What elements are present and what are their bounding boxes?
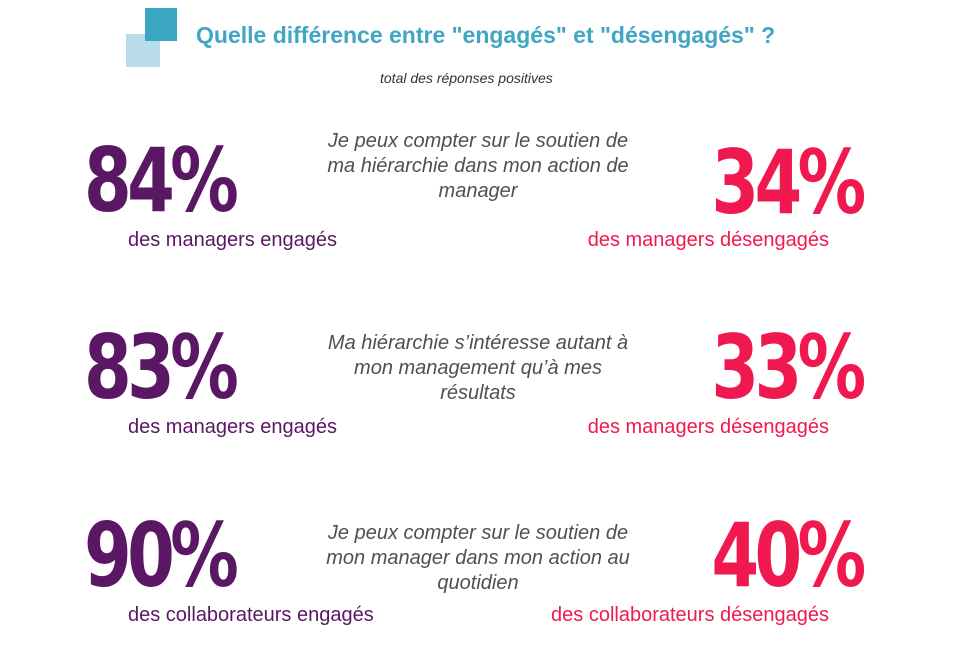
engaged-label: des managers engagés (128, 416, 338, 438)
statement-text: Ma hiérarchie s’intéresse autant à mon m… (327, 332, 629, 404)
disengaged-percentage: 40% (711, 504, 867, 607)
disengaged-percentage: 34% (711, 131, 867, 234)
engaged-label: des collaborateurs engagés (128, 604, 374, 626)
engaged-percentage: 83% (84, 316, 239, 419)
disengaged-label: des managers désengagés (587, 416, 829, 438)
disengaged-label: des collaborateurs désengagés (551, 604, 829, 626)
page-subtitle: total des réponses positives (380, 70, 553, 86)
engaged-percentage: 84% (84, 129, 239, 232)
page-title: Quelle différence entre "engagés" et "dé… (196, 22, 776, 48)
engaged-label: des managers engagés (128, 229, 338, 251)
disengaged-label: des managers désengagés (587, 229, 829, 251)
statement-text: Je peux compter sur le soutien de ma hié… (327, 130, 629, 202)
statement-text: Je peux compter sur le soutien de mon ma… (326, 522, 630, 594)
comparison-row-2: 83% des managers engagés Ma hiérarchie s… (0, 322, 958, 442)
logo-square-dark (145, 8, 177, 41)
disengaged-percentage: 33% (711, 316, 867, 419)
engaged-percentage: 90% (84, 504, 239, 607)
comparison-row-1: 84% des managers engagés Je peux compter… (0, 129, 958, 255)
comparison-row-3: 90% des collaborateurs engagés Je peux c… (0, 512, 958, 632)
